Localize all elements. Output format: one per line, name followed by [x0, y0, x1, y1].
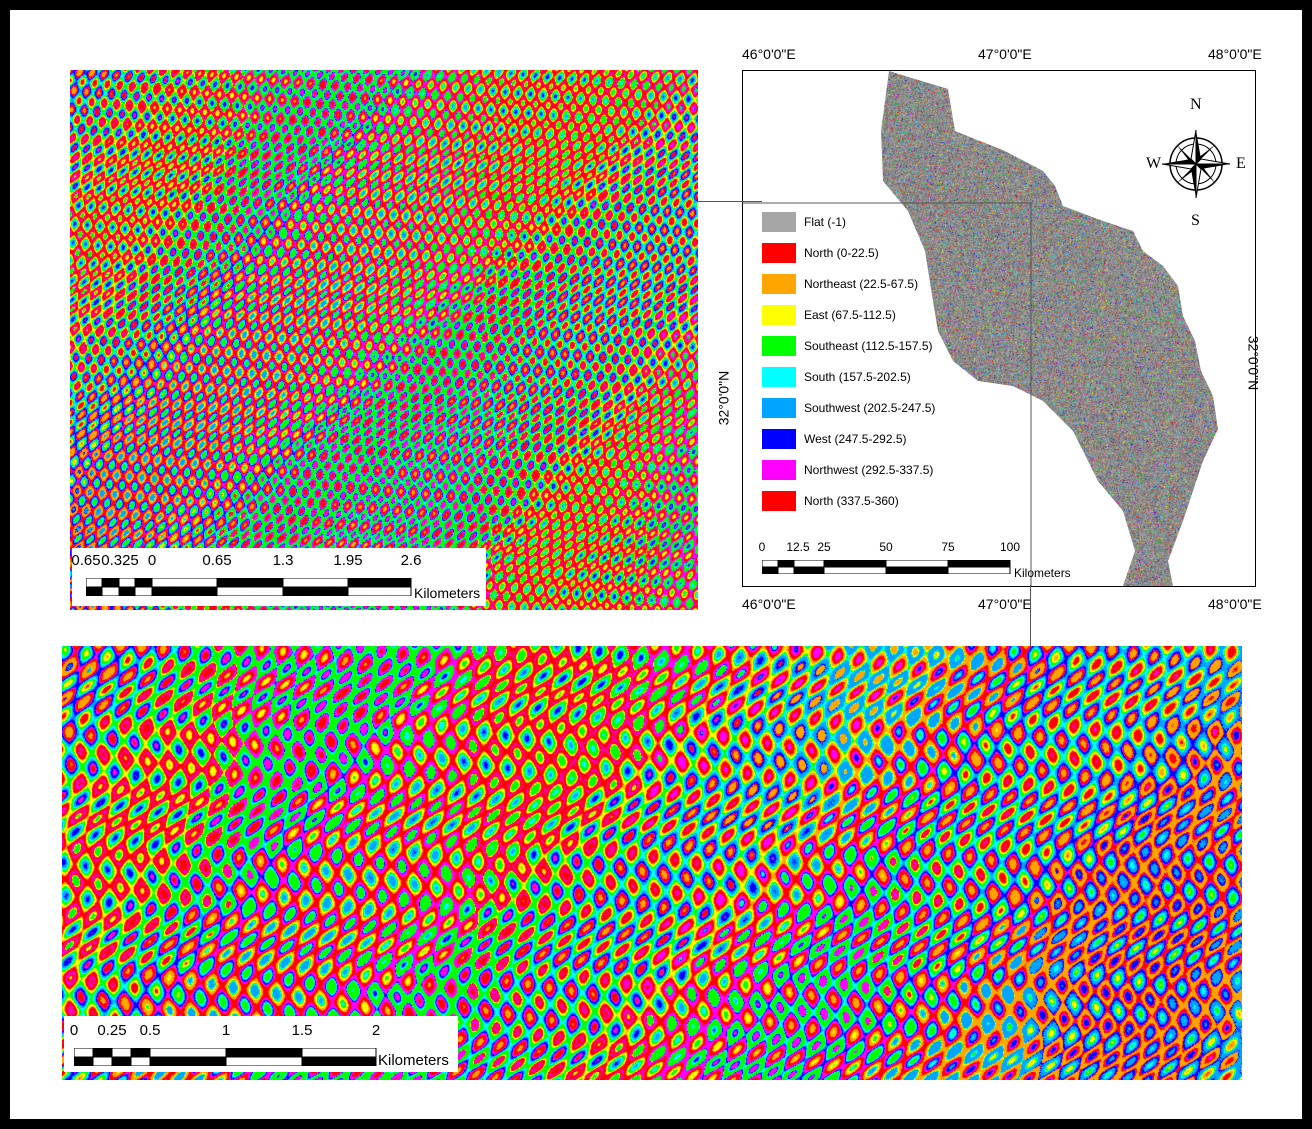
scalebar-bar [74, 1048, 384, 1066]
scalebar-label: 2 [372, 1022, 380, 1039]
north-arrow: N S E W [1146, 92, 1246, 232]
connector-line [698, 201, 762, 202]
scalebar-label: 25 [817, 540, 830, 554]
scalebar-label: 50 [879, 540, 892, 554]
legend-item: South (157.5-202.5) [762, 367, 911, 387]
scalebar-unit: Kilometers [1014, 566, 1071, 580]
east-label: E [1236, 155, 1246, 173]
legend-item: Northwest (292.5-337.5) [762, 460, 933, 480]
longitude-label-top: 47°0'0"E [978, 46, 1032, 62]
legend-swatch [762, 398, 796, 418]
scalebar-bar [762, 560, 1012, 574]
legend-item: East (67.5-112.5) [762, 305, 896, 325]
scalebar-label: 100 [1000, 540, 1020, 554]
legend-item: North (337.5-360) [762, 491, 899, 511]
legend-item: Southwest (202.5-247.5) [762, 398, 935, 418]
scalebar-label: 0 [148, 552, 156, 569]
longitude-label-top: 46°0'0"E [742, 46, 796, 62]
legend-label: East (67.5-112.5) [804, 308, 896, 322]
scalebar-label: 0 [759, 540, 766, 554]
legend-swatch [762, 367, 796, 387]
scalebar-label: 1.3 [273, 552, 294, 569]
legend-label: Southwest (202.5-247.5) [804, 401, 935, 415]
west-label: W [1146, 155, 1161, 173]
scalebar-bar [86, 578, 426, 596]
legend-item: Southeast (112.5-157.5) [762, 336, 933, 356]
scalebar-label: 2.6 [401, 552, 422, 569]
longitude-label-bottom: 48°0'0"E [1208, 596, 1262, 612]
scalebar-overview: 0 12.5 25 50 75 100 Kilometers [748, 532, 1078, 580]
legend-swatch [762, 460, 796, 480]
legend-swatch [762, 243, 796, 263]
legend-item: Northeast (22.5-67.5) [762, 274, 918, 294]
aspect-inset-bottom [62, 646, 1242, 1080]
longitude-label-top: 48°0'0"E [1208, 46, 1262, 62]
longitude-label-bottom: 46°0'0"E [742, 596, 796, 612]
legend-swatch [762, 305, 796, 325]
aspect-raster-bottom [62, 646, 1242, 1080]
legend-item: West (247.5-292.5) [762, 429, 907, 449]
scalebar-label: 0.65 [71, 552, 100, 569]
north-label: N [1190, 96, 1202, 114]
legend-label: Southeast (112.5-157.5) [804, 339, 933, 353]
latitude-label-left: 32°0'0"N [715, 371, 731, 426]
scalebar-label: 0 [70, 1022, 78, 1039]
legend-swatch [762, 429, 796, 449]
scalebar-top-inset: 0.65 0.325 0 0.65 1.3 1.95 2.6 Kilometer… [72, 548, 486, 606]
overview-map: N S E W Flat (-1) North (0-22.5) Northea… [738, 70, 1268, 590]
south-label: S [1191, 212, 1200, 230]
longitude-label-bottom: 47°0'0"E [978, 596, 1032, 612]
legend-label: Flat (-1) [804, 215, 846, 229]
scalebar-label: 0.325 [101, 552, 139, 569]
scalebar-unit: Kilometers [378, 1052, 449, 1069]
aspect-raster-top [70, 70, 698, 610]
scalebar-label: 12.5 [786, 540, 809, 554]
scalebar-label: 0.65 [202, 552, 231, 569]
scalebar-label: 0.5 [140, 1022, 161, 1039]
legend-swatch [762, 212, 796, 232]
legend-label: North (0-22.5) [804, 246, 879, 260]
legend-label: South (157.5-202.5) [804, 370, 911, 384]
legend-label: West (247.5-292.5) [804, 432, 907, 446]
legend-item: North (0-22.5) [762, 243, 879, 263]
figure-frame: 0.65 0.325 0 0.65 1.3 1.95 2.6 Kilometer… [10, 10, 1302, 1119]
legend-label: Northwest (292.5-337.5) [804, 463, 933, 477]
scalebar-label: 1.5 [292, 1022, 313, 1039]
latitude-label-right: 32°0'0"N [1245, 336, 1261, 391]
connector-line [1030, 585, 1031, 647]
legend-swatch [762, 336, 796, 356]
legend-label: Northeast (22.5-67.5) [804, 277, 918, 291]
scalebar-label: 1.95 [333, 552, 362, 569]
aspect-inset-top [70, 70, 698, 610]
scalebar-label: 75 [941, 540, 954, 554]
legend-swatch [762, 274, 796, 294]
scalebar-label: 1 [222, 1022, 230, 1039]
legend-label: North (337.5-360) [804, 494, 899, 508]
scalebar-label: 0.25 [97, 1022, 126, 1039]
scalebar-unit: Kilometers [414, 585, 480, 601]
legend-swatch [762, 491, 796, 511]
legend: Flat (-1) North (0-22.5) Northeast (22.5… [754, 212, 974, 532]
legend-item: Flat (-1) [762, 212, 846, 232]
scalebar-bottom-inset: 0 0.25 0.5 1 1.5 2 Kilometers [64, 1016, 458, 1072]
